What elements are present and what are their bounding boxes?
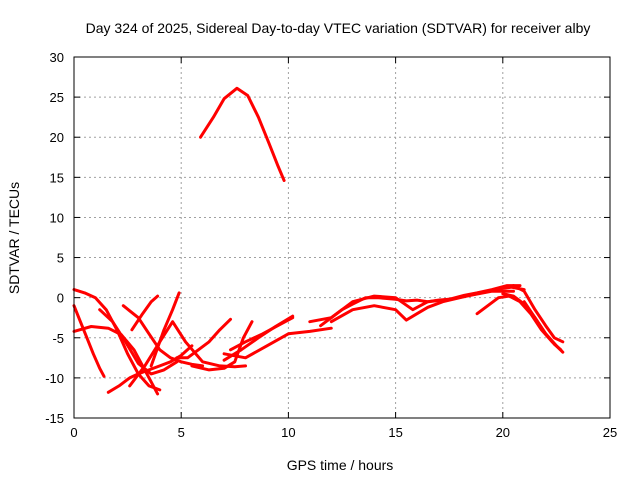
x-axis-ticks: 0 5 10 15 20 25 (70, 57, 617, 440)
y-tick-label: 15 (50, 170, 64, 185)
series-line-arc-17 (308, 289, 515, 324)
series-line-arc-6 (121, 304, 205, 368)
y-tick-label: 20 (50, 130, 64, 145)
x-tick-label: 15 (388, 425, 402, 440)
series-line-arc-7 (130, 294, 160, 332)
plot-frame (73, 56, 611, 419)
y-tick-label: 0 (57, 291, 64, 306)
series-line-arc-19 (475, 294, 563, 352)
y-axis-label: SDTVAR / TECUs (6, 182, 22, 294)
x-axis-label: GPS time / hours (287, 457, 394, 473)
x-tick-label: 25 (603, 425, 617, 440)
series-line-arc-10 (175, 317, 232, 360)
y-tick-label: 5 (57, 251, 64, 266)
series-line-arc-11 (190, 320, 254, 372)
series-line-arc-21 (522, 300, 563, 352)
series-line-arc-14 (222, 314, 295, 362)
series-line-arc-18 (512, 284, 565, 344)
series-line-arc-1 (72, 304, 106, 378)
series-line-arc-5 (98, 308, 179, 376)
grid (74, 57, 610, 418)
series-line-arc-high (199, 86, 286, 182)
series-group (72, 86, 565, 396)
y-tick-label: -10 (45, 371, 64, 386)
y-tick-label: 10 (50, 210, 64, 225)
x-tick-label: 5 (178, 425, 185, 440)
x-tick-label: 10 (281, 425, 295, 440)
series-line-arc-12 (222, 326, 333, 360)
series-line-arc-9 (149, 291, 181, 368)
chart-title: Day 324 of 2025, Sidereal Day-to-day VTE… (86, 20, 591, 36)
x-tick-label: 0 (70, 425, 77, 440)
y-axis-ticks: -15 -10 -5 0 5 10 15 20 25 30 (45, 50, 610, 426)
series-line-arc-16 (329, 285, 526, 324)
y-tick-label: -5 (52, 331, 64, 346)
x-tick-label: 20 (496, 425, 510, 440)
y-tick-label: 25 (50, 90, 64, 105)
y-tick-label: 30 (50, 50, 64, 65)
y-tick-label: -15 (45, 411, 64, 426)
